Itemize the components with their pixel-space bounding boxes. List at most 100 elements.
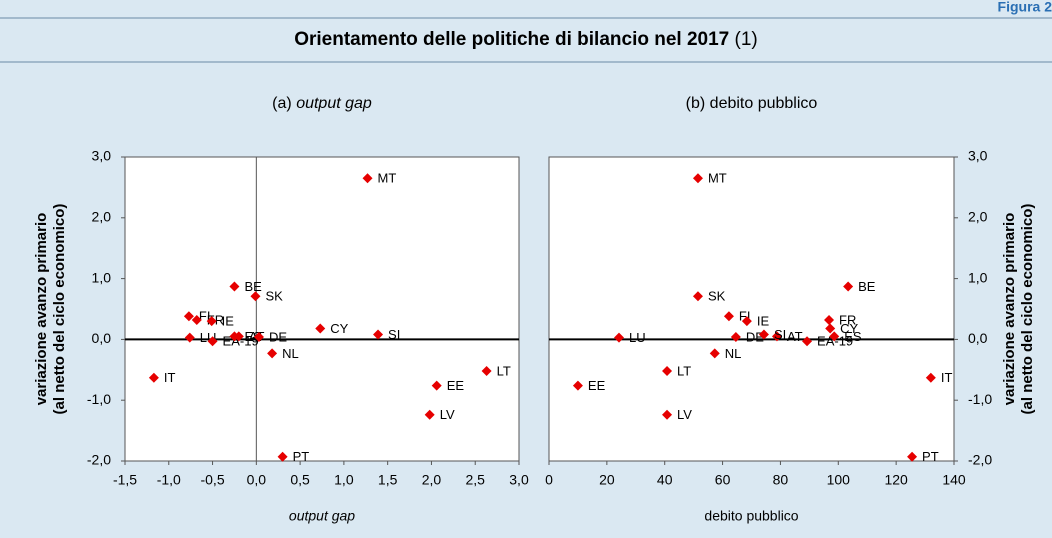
point-label: LU: [629, 330, 646, 345]
point: [233, 331, 244, 342]
y-axis-label: (al netto del ciclo economico): [1019, 204, 1036, 415]
point: [373, 329, 384, 340]
subtitle-prefix: (a): [272, 95, 292, 112]
point: [267, 348, 278, 359]
point: [907, 451, 918, 462]
point-label: SI: [388, 327, 400, 342]
point: [184, 332, 195, 343]
y-tick-label: 0,0: [92, 330, 112, 346]
point: [424, 409, 435, 420]
point-label: FR: [839, 312, 856, 327]
x-tick-label: 0,5: [290, 472, 310, 488]
x-tick-label: 0: [545, 472, 553, 488]
figure-label: Figura 2: [998, 0, 1052, 15]
point: [431, 380, 442, 391]
point-label: IT: [164, 370, 176, 385]
y-tick-label: 1,0: [92, 269, 112, 285]
plot-area: [124, 156, 520, 462]
point-label: SK: [708, 289, 726, 304]
point-label: FI: [199, 309, 211, 324]
y-axis-label: variazione avanzo primario: [33, 213, 50, 406]
point: [723, 311, 734, 322]
y-tick-label: -2,0: [968, 452, 992, 468]
title-note: (1): [735, 29, 758, 50]
point: [662, 409, 673, 420]
point: [771, 331, 782, 342]
point-label: NL: [725, 346, 742, 361]
x-tick-label: 100: [827, 472, 851, 488]
point: [825, 323, 836, 334]
point-label: EE: [588, 378, 606, 393]
point-label: CY: [330, 321, 348, 336]
point: [362, 173, 373, 184]
subtitle-main: output gap: [296, 95, 372, 112]
x-tick-label: -1,5: [113, 472, 137, 488]
point-label: PT: [293, 449, 310, 464]
y-tick-label: 1,0: [968, 269, 988, 285]
y-tick-label: -2,0: [87, 452, 111, 468]
point-label: SI: [774, 327, 786, 342]
point-label: IE: [757, 314, 770, 329]
x-tick-label: 1,0: [334, 472, 354, 488]
point-label: BE: [244, 279, 262, 294]
point: [481, 366, 492, 377]
x-tick-label: -1,0: [157, 472, 181, 488]
point: [206, 316, 217, 327]
y-tick-label: -1,0: [968, 391, 992, 407]
x-tick-label: 3,0: [509, 472, 529, 488]
point-label: BE: [858, 279, 876, 294]
point: [207, 336, 218, 347]
point-label: LV: [677, 407, 692, 422]
y-axis-label: variazione avanzo primario: [1001, 213, 1018, 406]
point: [148, 372, 159, 383]
point-label: MT: [378, 171, 397, 186]
x-tick-label: 40: [657, 472, 673, 488]
x-tick-label: 140: [942, 472, 966, 488]
point-label: EA-19: [817, 334, 853, 349]
point: [191, 314, 202, 325]
point-label: IE: [222, 314, 235, 329]
subtitle: (a) output gap: [272, 95, 372, 112]
point-label: CY: [840, 321, 858, 336]
point-label: SK: [265, 289, 283, 304]
point-label: EE: [447, 378, 465, 393]
point-label: FI: [739, 309, 751, 324]
point-label: PT: [922, 449, 939, 464]
point-label: AT: [787, 329, 803, 344]
point: [662, 366, 673, 377]
point: [758, 329, 769, 340]
x-tick-label: 20: [599, 472, 615, 488]
point: [730, 331, 741, 342]
point: [925, 372, 936, 383]
point-label: DE: [746, 329, 764, 344]
title-main: Orientamento delle politiche di bilancio…: [294, 29, 729, 50]
point-label: MT: [708, 171, 727, 186]
x-tick-label: 120: [884, 472, 908, 488]
point: [277, 451, 288, 462]
x-tick-label: 2,5: [465, 472, 485, 488]
x-tick-label: 80: [773, 472, 789, 488]
point: [709, 348, 720, 359]
point: [692, 291, 703, 302]
point-label: LV: [440, 407, 455, 422]
point: [315, 323, 326, 334]
point: [802, 336, 813, 347]
point: [614, 332, 625, 343]
x-tick-label: 60: [715, 472, 731, 488]
x-axis-label: output gap: [289, 508, 355, 524]
point-label: LT: [497, 363, 511, 378]
point-label: NL: [282, 346, 299, 361]
x-tick-label: -0,5: [200, 472, 224, 488]
y-tick-label: 2,0: [92, 209, 112, 225]
point: [183, 311, 194, 322]
x-tick-label: 2,0: [422, 472, 442, 488]
point-label: ES: [844, 329, 862, 344]
point-label: DE: [269, 329, 287, 344]
point: [843, 281, 854, 292]
y-tick-label: -1,0: [87, 391, 111, 407]
point-label: LT: [677, 363, 691, 378]
point: [829, 331, 840, 342]
y-tick-label: 0,0: [968, 330, 988, 346]
point: [692, 173, 703, 184]
